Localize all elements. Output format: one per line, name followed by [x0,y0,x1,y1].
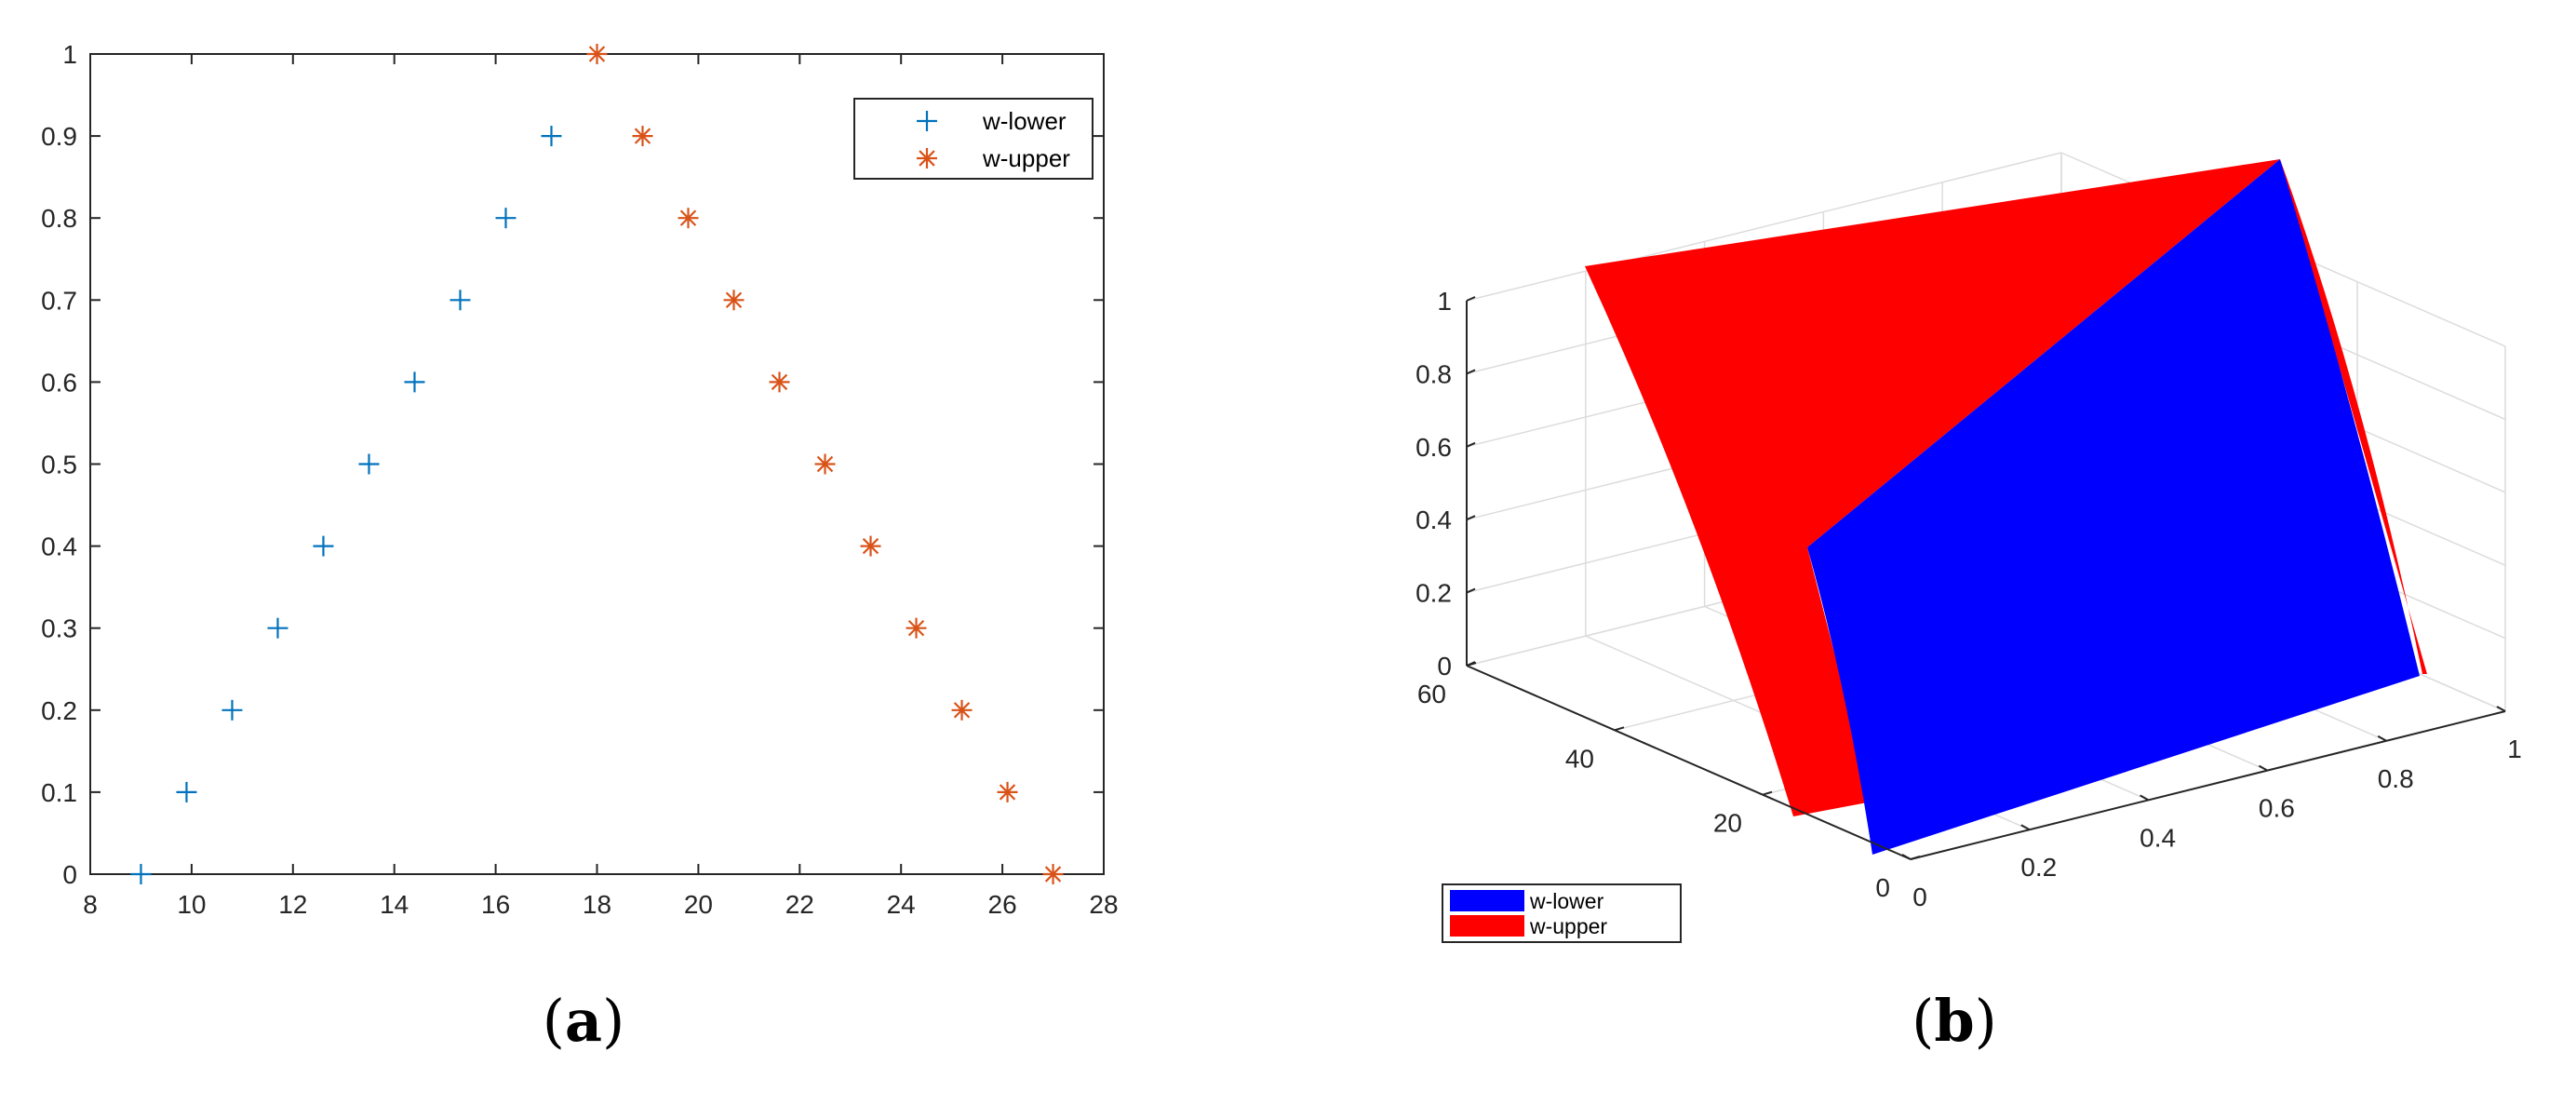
z-tick-label: 0 [1437,652,1452,681]
data-point [862,537,879,555]
y-tick [1910,856,1921,860]
x-tick-label: 18 [583,890,611,919]
x-tick [2377,735,2387,742]
surface-w-upper [1585,159,2280,816]
y-axis [1466,665,1912,860]
y-tick-label: 0.1 [41,778,77,807]
y-tick-label: 0 [1875,873,1890,902]
x-tick-label: 28 [1089,890,1118,919]
y-tick-label: 20 [1713,809,1742,838]
data-point [771,373,788,391]
y-tick-label: 40 [1565,744,1594,773]
data-point [725,291,743,308]
data-point [634,128,651,144]
x-tick [2496,706,2506,712]
x-tick-label: 24 [887,890,916,919]
caption-a: (a) [542,987,625,1055]
y-tick-label: 1 [62,40,77,69]
x-tick-label: 12 [278,890,307,919]
legend-label: w-upper [1529,914,1607,938]
y-tick-label: 0.7 [41,286,77,315]
x-tick-label: 0.6 [2259,794,2295,823]
x-tick [2140,794,2150,802]
data-point [1044,866,1062,883]
z-tick-label: 0.2 [1415,579,1452,608]
x-tick-label: 0.4 [2140,823,2176,852]
legend-label: w-upper [982,144,1070,172]
x-tick-label: 16 [481,890,510,919]
data-point [999,784,1016,801]
y-tick [1466,662,1477,667]
y-tick [1762,790,1773,796]
y-tick-label: 0.6 [41,368,77,397]
data-point [588,46,606,62]
y-tick-label: 0.3 [41,614,77,643]
z-tick [1466,296,1476,302]
x-axis [1910,710,2506,860]
y-tick-label: 0.4 [41,533,77,561]
plot-area [89,53,1105,875]
x-tick-label: 22 [785,890,814,919]
data-point [953,702,971,719]
legend-marker [919,150,935,167]
y-tick-label: 0.5 [41,451,77,479]
z-tick-label: 1 [1437,287,1452,316]
surface-w-lower [1807,159,2420,855]
data-point [907,620,925,637]
y-tick-label: 0.9 [41,122,77,151]
z-tick-label: 0.4 [1415,506,1452,534]
x-tick-label: 14 [380,890,409,919]
legend-swatch [1450,915,1524,937]
z-tick [1466,587,1476,594]
y-tick-label: 60 [1417,680,1446,708]
series-w-lower [130,126,562,884]
x-tick [2020,824,2031,831]
y-tick-label: 0.8 [41,204,77,233]
x-tick-label: 10 [177,890,206,919]
x-tick-label: 0 [1912,883,1927,911]
x-tick-label: 0.2 [2020,853,2057,882]
x-tick-label: 20 [684,890,713,919]
z-tick [1466,515,1476,521]
z-tick-label: 0.8 [1415,359,1452,388]
z-tick [1466,441,1476,448]
x-tick [2258,764,2268,772]
x-tick-label: 8 [83,890,98,919]
chart-b-surface: 00.20.40.60.81020406000.20.40.60.81w-low… [1415,152,2522,943]
data-point [679,209,697,226]
x-tick-label: 1 [2507,735,2522,763]
z-tick [1466,369,1476,375]
back-wall-gridline [1466,152,2062,302]
legend-label: w-lower [982,107,1067,135]
legend: w-lower w-upper [853,98,1093,180]
caption-b: (b) [1912,987,1997,1055]
legend-label: w-lower [1529,889,1604,913]
x-tick-label: 26 [988,890,1017,919]
chart-a-scatter: 8 10 12 14 16 18 20 22 24 26 28 0 0.1 0.2 0.3 0.4 0.5 0.6… [41,40,1119,919]
y-tick-label: 0 [62,860,77,889]
series-w-upper [586,44,1064,884]
legend-swatch [1450,890,1524,911]
y-tick [1614,726,1625,732]
x-tick-label: 0.8 [2378,764,2414,793]
z-tick-label: 0.6 [1415,433,1452,462]
legend-box [853,98,1093,180]
data-point [816,455,834,473]
y-tick-label: 0.2 [41,696,77,725]
x-tick [1901,854,1912,860]
